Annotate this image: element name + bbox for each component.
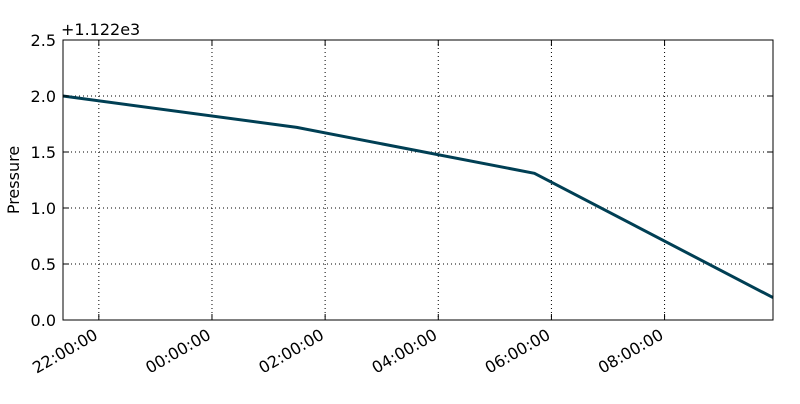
y-tick-label: 1.0 [31, 199, 56, 218]
x-tick-label: 08:00:00 [595, 325, 667, 377]
y-tick-label: 1.5 [31, 143, 56, 162]
y-axis-label: Pressure [4, 146, 23, 214]
label-layer: +1.122e3 Pressure [4, 20, 140, 214]
x-tick-label: 06:00:00 [482, 325, 554, 377]
tick-layer: 0.0 0.5 1.0 1.5 2.0 2.5 22:00:00 00:00:00 02:00:… [29, 31, 773, 377]
x-tick-label: 04:00:00 [369, 325, 441, 377]
y-offset-text: +1.122e3 [61, 20, 140, 39]
y-tick-label: 2.5 [31, 31, 56, 50]
y-tick-label: 0.0 [31, 311, 56, 330]
x-tick-label: 22:00:00 [29, 325, 101, 377]
y-tick-label: 2.0 [31, 87, 56, 106]
y-tick-label: 0.5 [31, 255, 56, 274]
x-tick-label: 00:00:00 [142, 325, 214, 377]
x-tick-label: 02:00:00 [255, 325, 327, 377]
grid-layer [63, 40, 773, 320]
series-layer [62, 94, 774, 299]
series-line [62, 94, 774, 299]
plot-frame [62, 39, 774, 321]
